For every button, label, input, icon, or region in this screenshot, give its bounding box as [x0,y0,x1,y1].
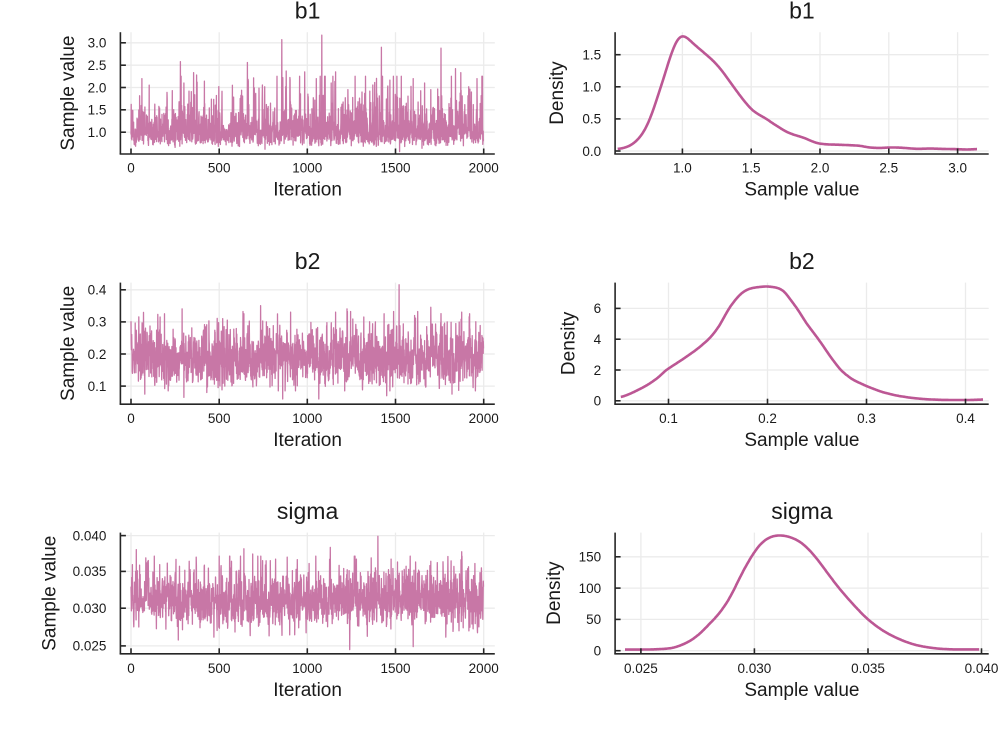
svg-text:1500: 1500 [380,411,410,426]
svg-text:Sample value: Sample value [744,180,859,201]
svg-text:150: 150 [579,550,602,565]
svg-text:0.5: 0.5 [582,112,601,127]
svg-text:Sample value: Sample value [58,36,79,151]
svg-text:1.5: 1.5 [742,161,761,176]
svg-text:50: 50 [586,612,601,627]
svg-text:1000: 1000 [292,161,322,176]
svg-text:2000: 2000 [469,161,499,176]
svg-text:3.0: 3.0 [948,161,967,176]
svg-text:0.3: 0.3 [88,315,107,330]
svg-text:0: 0 [594,644,602,659]
svg-text:0.030: 0.030 [73,601,107,616]
svg-text:2.0: 2.0 [811,161,830,176]
svg-text:0.040: 0.040 [965,661,999,676]
svg-text:0.040: 0.040 [73,528,107,543]
svg-text:b2: b2 [789,248,815,274]
svg-text:1500: 1500 [380,161,410,176]
svg-text:0.4: 0.4 [956,411,975,426]
svg-text:Sample value: Sample value [744,680,859,701]
svg-text:0.1: 0.1 [88,379,107,394]
svg-text:0: 0 [127,411,135,426]
svg-text:1000: 1000 [292,661,322,676]
svg-text:2000: 2000 [469,411,499,426]
svg-text:0.1: 0.1 [659,411,678,426]
svg-text:0.3: 0.3 [857,411,876,426]
svg-text:b1: b1 [295,0,321,24]
svg-text:1500: 1500 [380,661,410,676]
svg-text:0.035: 0.035 [73,564,107,579]
svg-text:0.030: 0.030 [738,661,772,676]
svg-text:4: 4 [594,332,602,347]
svg-text:0: 0 [127,661,135,676]
svg-text:1.5: 1.5 [88,103,107,118]
svg-text:Density: Density [559,311,580,375]
svg-text:0.025: 0.025 [624,661,658,676]
svg-text:Iteration: Iteration [273,430,342,451]
svg-text:2.0: 2.0 [88,80,107,95]
svg-text:0.025: 0.025 [73,639,107,654]
svg-text:0.4: 0.4 [88,283,107,298]
svg-text:1.0: 1.0 [673,161,692,176]
svg-text:Density: Density [544,561,565,625]
svg-text:b1: b1 [789,0,815,24]
svg-text:0.2: 0.2 [88,347,107,362]
svg-text:2.5: 2.5 [88,58,107,73]
svg-text:2000: 2000 [469,661,499,676]
svg-text:0.0: 0.0 [582,144,601,159]
svg-text:Sample value: Sample value [58,286,79,401]
svg-text:500: 500 [208,661,231,676]
svg-text:sigma: sigma [771,498,833,524]
svg-text:Iteration: Iteration [273,180,342,201]
svg-text:0.2: 0.2 [758,411,777,426]
svg-text:0.035: 0.035 [851,661,885,676]
svg-text:Density: Density [547,61,568,125]
svg-text:500: 500 [208,161,231,176]
svg-text:1.0: 1.0 [582,80,601,95]
svg-text:1000: 1000 [292,411,322,426]
svg-text:2.5: 2.5 [879,161,898,176]
svg-text:6: 6 [594,301,602,316]
svg-text:Iteration: Iteration [273,680,342,701]
svg-text:sigma: sigma [277,498,339,524]
svg-text:1.5: 1.5 [582,48,601,63]
svg-text:0: 0 [127,161,135,176]
svg-text:Sample value: Sample value [40,536,61,651]
svg-text:3.0: 3.0 [88,36,107,51]
svg-text:Sample value: Sample value [744,430,859,451]
svg-text:500: 500 [208,411,231,426]
svg-text:b2: b2 [295,248,321,274]
svg-text:1.0: 1.0 [88,125,107,140]
svg-text:100: 100 [579,581,602,596]
svg-text:2: 2 [594,363,602,378]
svg-text:0: 0 [594,394,602,409]
